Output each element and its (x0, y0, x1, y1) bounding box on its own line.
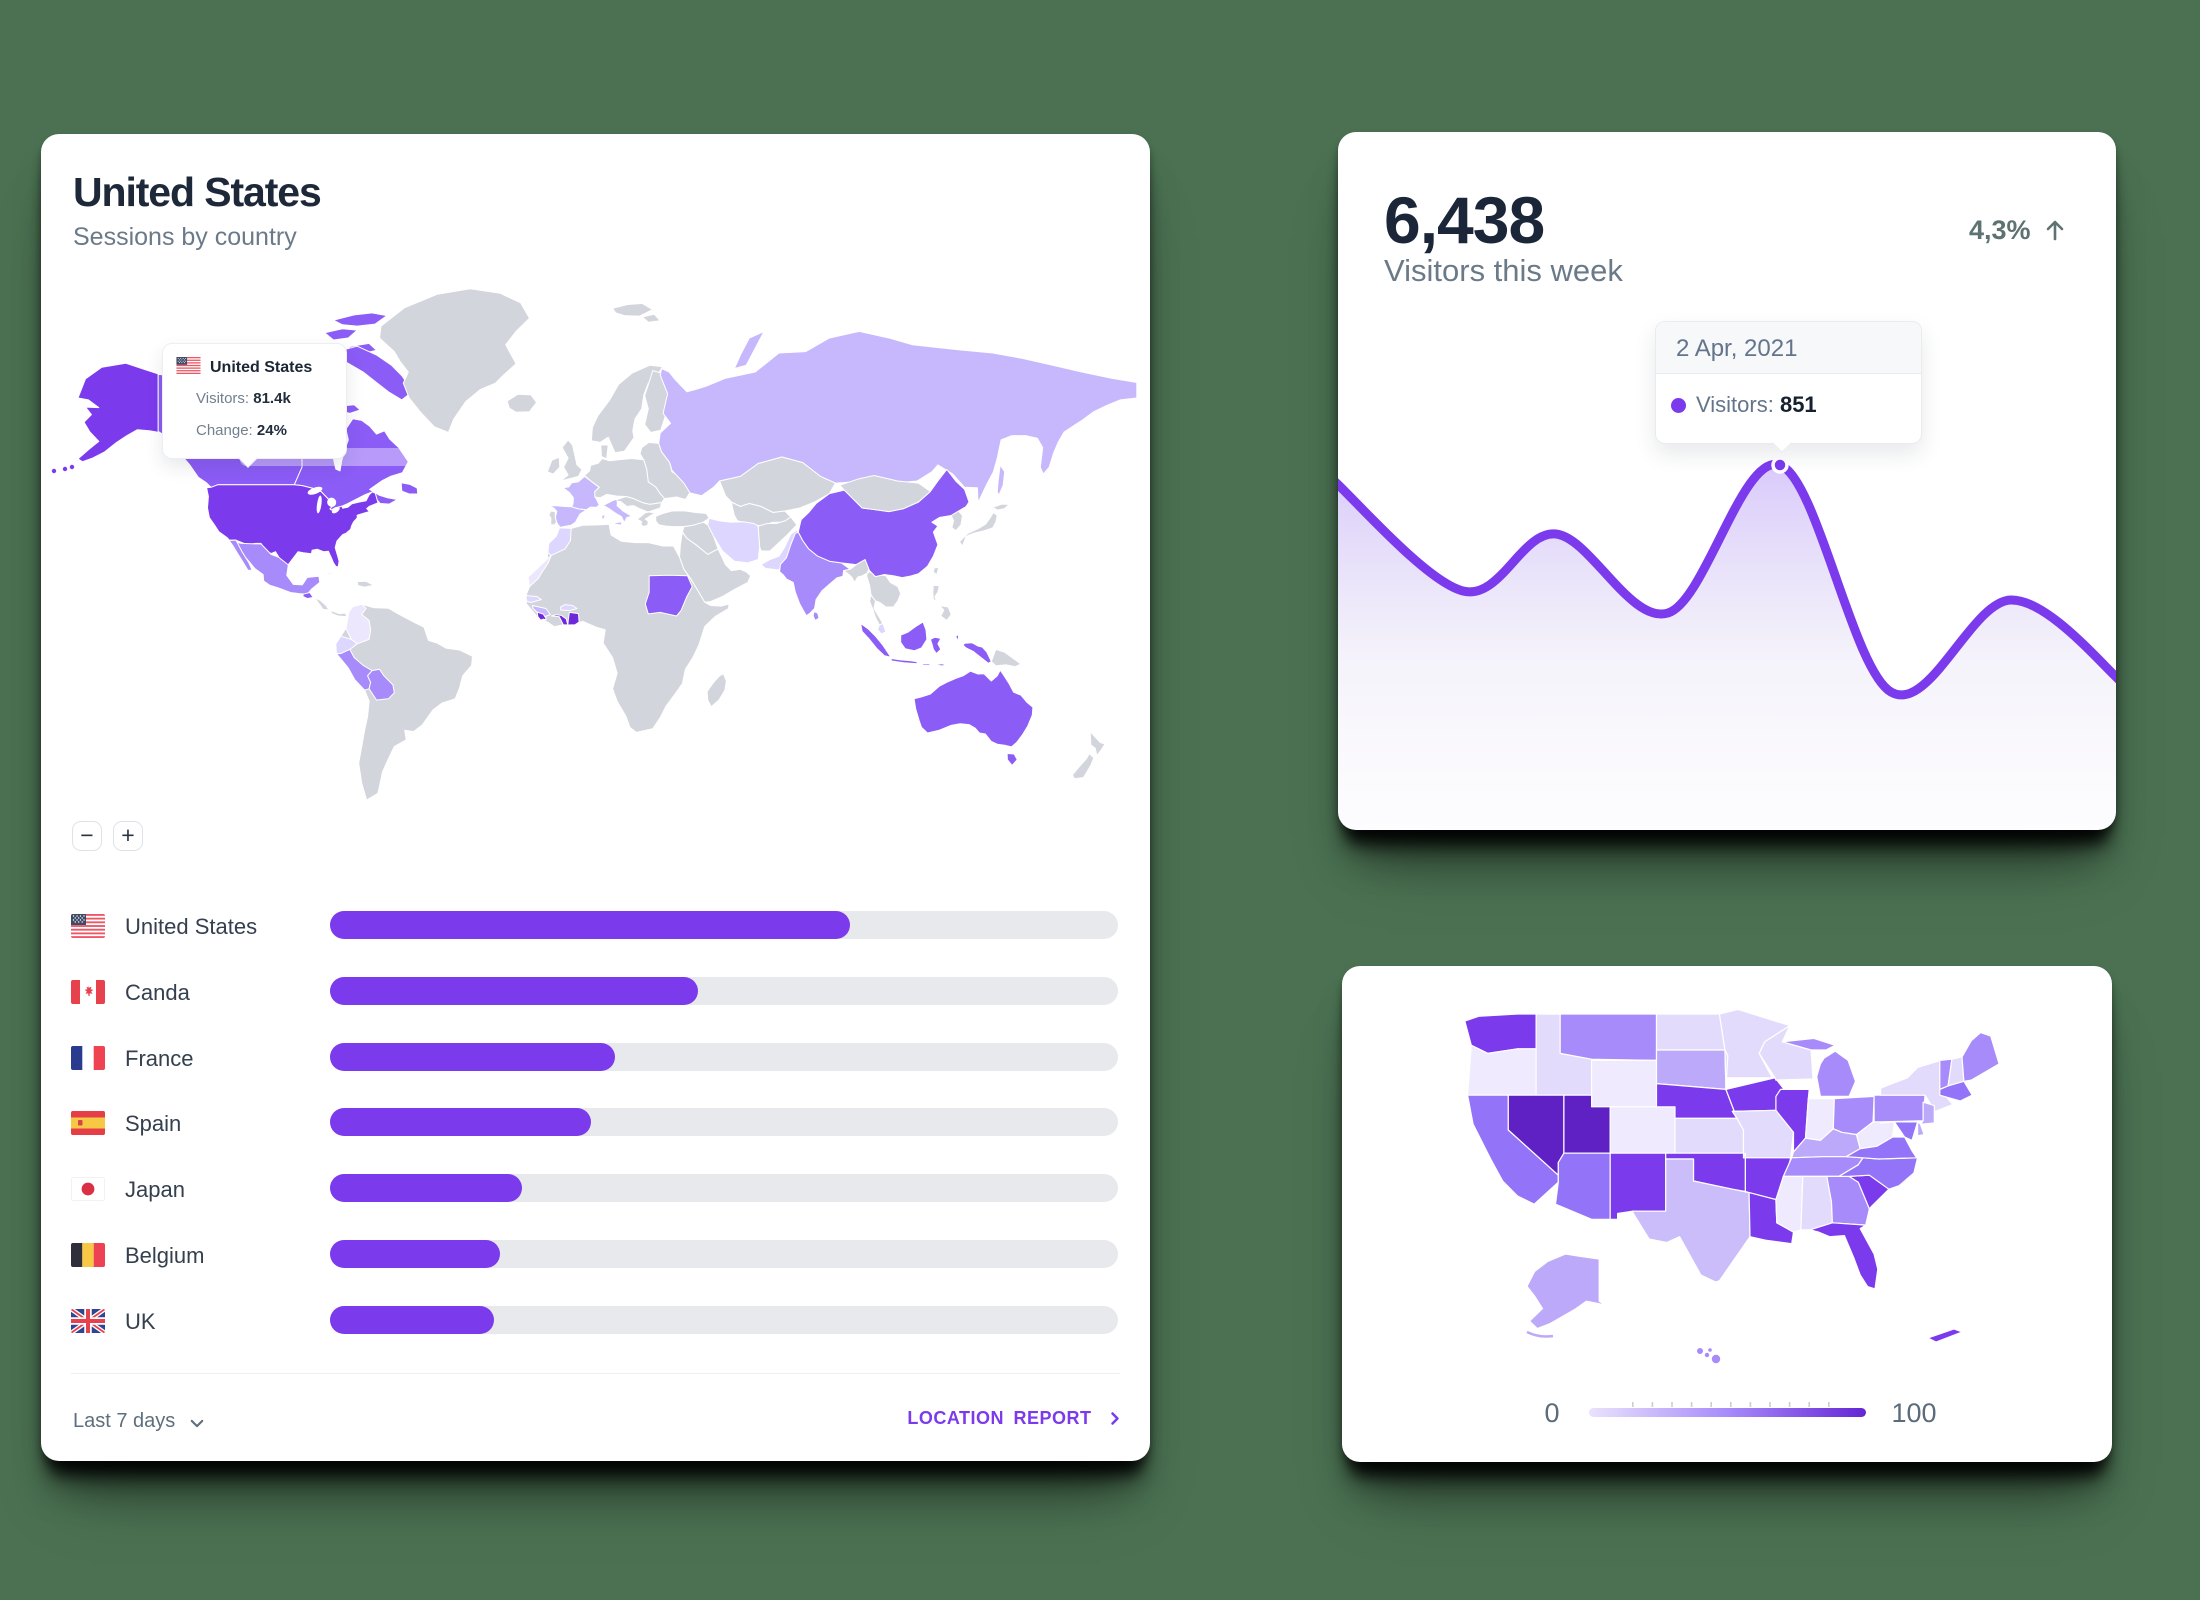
svg-text:0: 0 (1544, 1398, 1559, 1428)
svg-text:100: 100 (1891, 1398, 1936, 1428)
